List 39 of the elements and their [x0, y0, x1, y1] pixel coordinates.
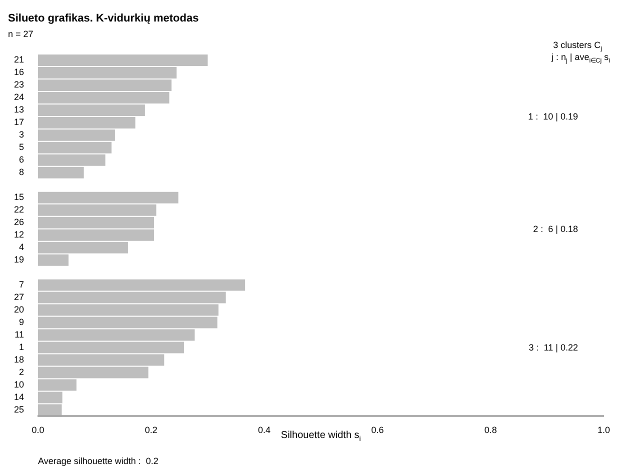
y-tick-label: 1	[18, 342, 24, 352]
x-tick-label: 0.6	[371, 425, 384, 436]
chart-title: Silueto grafikas. K-vidurkių metodas	[8, 12, 199, 25]
annotation: 1 : 10 | 0.19	[528, 111, 578, 122]
y-tick-label: 16	[14, 67, 24, 78]
x-tick-label: 0.0	[32, 425, 44, 436]
x-tick-label: 0.8	[484, 425, 497, 436]
y-tick-label: 26	[14, 217, 24, 228]
y-tick-label: 19	[14, 254, 24, 265]
y-tick-label: 8	[18, 167, 24, 178]
y-tick-label: 3	[18, 130, 24, 140]
y-tick-label: 10	[14, 379, 24, 390]
y-tick-label: 24	[14, 92, 24, 102]
y-tick-label: 17	[14, 117, 24, 128]
y-tick-label: 15	[14, 192, 24, 202]
annotation: 3 : 11 | 0.22	[528, 342, 578, 353]
y-tick-label: 12	[14, 230, 24, 240]
y-tick-label: 4	[18, 242, 24, 252]
y-tick-label: 27	[14, 292, 24, 302]
y-tick-label: 2	[18, 366, 24, 377]
y-tick-label: 20	[14, 304, 24, 315]
text: Average silhouette width : 0.2	[38, 456, 158, 466]
chart-subtitle: n = 27	[8, 29, 34, 40]
y-tick-label: 9	[18, 317, 24, 328]
y-tick-label: 18	[14, 354, 24, 364]
y-tick-label: 7	[18, 280, 24, 290]
y-tick-label: 5	[18, 142, 24, 152]
y-tick-label: 6	[18, 154, 24, 165]
annotation: 2 : 6 | 0.18	[533, 224, 578, 234]
y-tick-label: 25	[14, 404, 24, 414]
x-tick-label: 0.4	[258, 425, 271, 436]
x-tick-label: 0.2	[144, 425, 158, 436]
y-tick-label: 22	[14, 204, 24, 215]
y-tick-label: 21	[14, 54, 24, 65]
y-tick-label: 13	[14, 104, 24, 115]
y-tick-label: 14	[14, 392, 24, 402]
y-tick-label: 11	[14, 330, 24, 340]
x-tick-label: 1.0	[597, 425, 610, 436]
y-tick-label: 23	[14, 80, 24, 90]
